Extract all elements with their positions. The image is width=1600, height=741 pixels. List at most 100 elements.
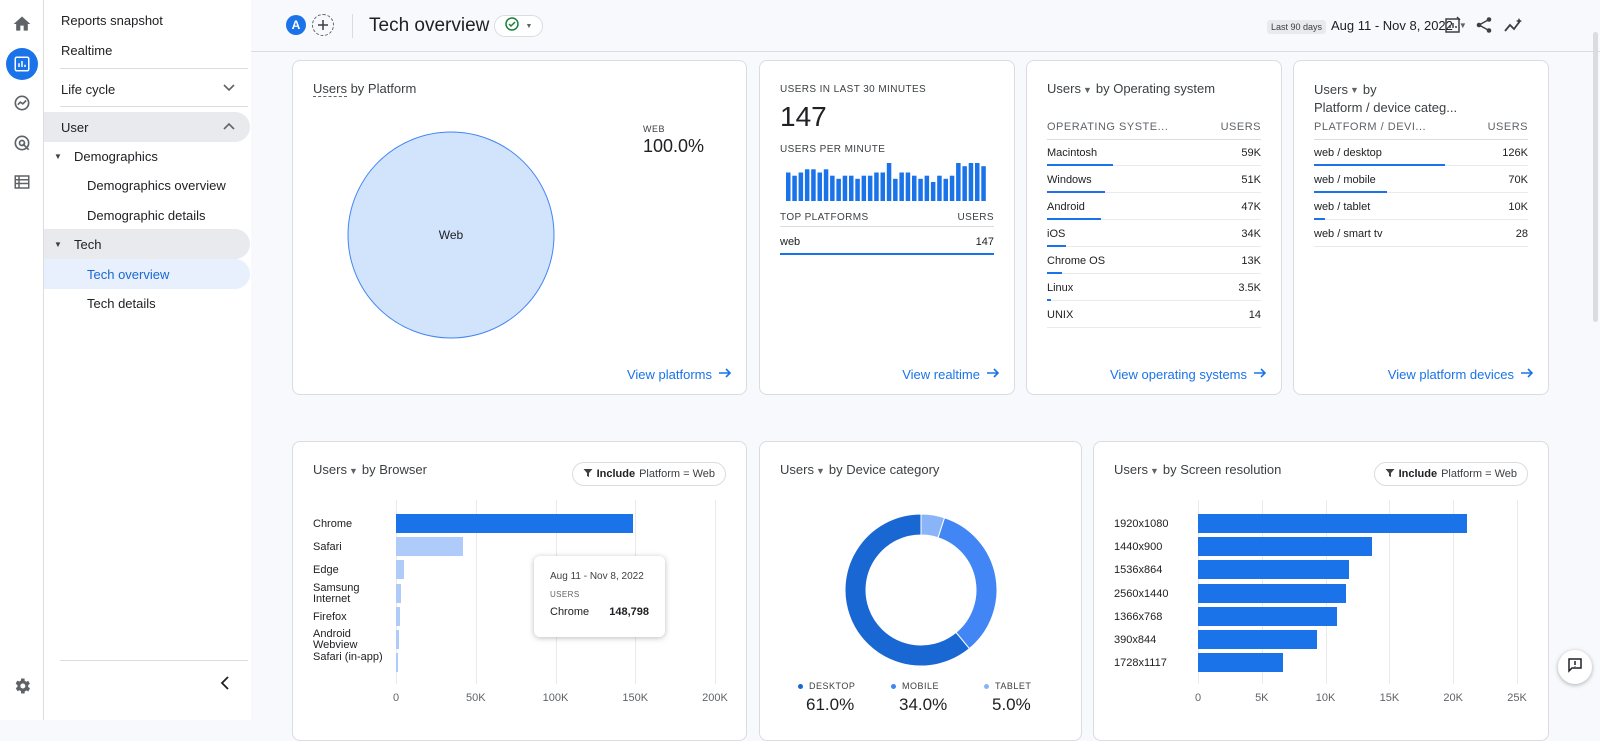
nav-reports-snapshot[interactable]: Reports snapshot — [61, 12, 163, 28]
nav-life-cycle[interactable]: Life cycle — [61, 74, 249, 104]
table-row[interactable]: iOS 34K — [1047, 221, 1261, 247]
minute-bar[interactable] — [962, 166, 967, 201]
reports-icon[interactable] — [6, 48, 38, 80]
minute-bar[interactable] — [930, 182, 936, 201]
caret-down-icon[interactable]: ▼ — [1349, 85, 1359, 96]
nav-tech-details[interactable]: Tech details — [87, 295, 156, 311]
minute-bar[interactable] — [912, 175, 917, 201]
configure-list-icon[interactable] — [6, 166, 38, 198]
bar[interactable] — [1198, 537, 1372, 557]
minute-bar[interactable] — [830, 175, 835, 201]
date-range-picker[interactable]: Aug 11 - Nov 8, 2022 ▼ — [1331, 18, 1467, 33]
minute-bar[interactable] — [886, 163, 892, 201]
users-metric-dropdown[interactable]: Users — [780, 462, 814, 477]
insights-icon[interactable] — [1504, 16, 1524, 39]
users-metric-dropdown[interactable]: Users — [1047, 81, 1081, 96]
minute-bar[interactable] — [861, 175, 867, 201]
minute-bar[interactable] — [899, 172, 904, 202]
minute-bar[interactable] — [937, 175, 942, 201]
nav-tech-overview[interactable]: Tech overview — [87, 266, 170, 282]
minute-bar[interactable] — [880, 172, 886, 202]
home-icon[interactable] — [6, 8, 38, 40]
users-metric-dropdown[interactable]: Users — [1314, 82, 1348, 97]
minute-bar[interactable] — [786, 172, 791, 202]
bar[interactable] — [1198, 560, 1349, 580]
caret-down-icon[interactable]: ▼ — [1082, 84, 1092, 95]
bar[interactable] — [1198, 583, 1347, 603]
table-row[interactable]: web / smart tv 28 — [1314, 221, 1528, 247]
share-icon[interactable] — [1475, 16, 1493, 39]
page-scrollbar[interactable] — [1593, 32, 1598, 322]
advertising-icon[interactable] — [6, 127, 38, 159]
minute-bar[interactable] — [811, 169, 816, 201]
bar[interactable] — [396, 514, 634, 533]
minute-bar[interactable] — [798, 172, 804, 202]
minute-bar[interactable] — [918, 178, 923, 201]
table-row[interactable]: web / mobile 70K — [1314, 167, 1528, 193]
caret-down-icon[interactable]: ▼ — [815, 465, 825, 476]
platform-filter-chip[interactable]: Include Platform = Web — [1373, 462, 1528, 486]
minute-bar[interactable] — [855, 178, 860, 201]
users-metric-dropdown[interactable]: Users — [1114, 462, 1148, 477]
nav-user[interactable]: User — [61, 112, 249, 142]
donut-slice-desktop[interactable] — [844, 513, 971, 667]
add-comparison-plus-icon[interactable] — [312, 14, 334, 36]
report-status-dropdown[interactable]: ▼ — [494, 15, 543, 37]
table-row[interactable]: UNIX 14 — [1047, 302, 1261, 328]
users-metric-dropdown[interactable]: Users — [313, 462, 347, 477]
feedback-button[interactable] — [1558, 650, 1592, 684]
table-row[interactable]: Linux 3.5K — [1047, 275, 1261, 301]
table-row[interactable]: Windows 51K — [1047, 167, 1261, 193]
minute-bar[interactable] — [817, 172, 823, 202]
bar[interactable] — [1198, 630, 1317, 649]
minute-bar[interactable] — [836, 178, 841, 201]
platform-filter-chip[interactable]: Include Platform = Web — [571, 462, 726, 486]
explore-icon[interactable] — [6, 87, 38, 119]
minute-bar[interactable] — [924, 175, 930, 201]
bar[interactable] — [396, 606, 400, 626]
minute-bar[interactable] — [893, 178, 898, 201]
table-row[interactable]: web / tablet 10K — [1314, 194, 1528, 220]
settings-gear-icon[interactable] — [6, 670, 38, 702]
bar[interactable] — [1198, 606, 1338, 626]
minute-bar[interactable] — [792, 175, 797, 201]
table-row[interactable]: Android 47K — [1047, 194, 1261, 220]
bar[interactable] — [396, 583, 401, 603]
view-realtime-link[interactable]: View realtime — [902, 367, 1000, 382]
bar[interactable] — [1198, 514, 1468, 533]
nav-demographic-details[interactable]: Demographic details — [87, 207, 206, 223]
minute-bar[interactable] — [975, 163, 980, 201]
minute-bar[interactable] — [968, 163, 974, 201]
caret-down-icon[interactable]: ▼ — [1149, 465, 1159, 476]
minute-bar[interactable] — [981, 166, 986, 201]
minute-bar[interactable] — [874, 172, 879, 202]
nav-realtime[interactable]: Realtime — [61, 42, 113, 58]
users-metric-label[interactable]: Users — [313, 81, 347, 97]
pie-slice-web[interactable] — [347, 131, 555, 339]
table-row[interactable]: Macintosh 59K — [1047, 140, 1261, 166]
table-row[interactable]: web / desktop 126K — [1314, 140, 1528, 166]
nav-demographics[interactable]: ▼ Demographics — [54, 141, 158, 171]
nav-tech[interactable]: ▼ Tech — [54, 229, 101, 259]
minute-bar[interactable] — [867, 175, 873, 201]
minute-bar[interactable] — [804, 169, 810, 201]
bar[interactable] — [396, 560, 404, 580]
minute-bar[interactable] — [842, 175, 848, 201]
bar[interactable] — [396, 653, 398, 673]
minute-bar[interactable] — [905, 172, 911, 202]
minute-bar[interactable] — [823, 169, 829, 201]
minute-bar[interactable] — [849, 175, 854, 201]
table-row[interactable]: web 147 — [780, 229, 994, 255]
collapse-nav-chevron-left-icon[interactable] — [220, 676, 230, 695]
caret-down-icon[interactable]: ▼ — [348, 465, 358, 476]
minute-bar[interactable] — [956, 163, 961, 201]
comparison-avatar[interactable]: A — [286, 15, 306, 35]
bar[interactable] — [396, 630, 400, 649]
customize-report-icon[interactable] — [1444, 16, 1462, 39]
table-row[interactable]: Chrome OS 13K — [1047, 248, 1261, 274]
bar[interactable] — [396, 537, 463, 557]
donut-slice-tablet[interactable] — [920, 513, 946, 539]
view-platform-devices-link[interactable]: View platform devices — [1388, 367, 1534, 382]
minute-bar[interactable] — [943, 178, 949, 201]
view-platforms-link[interactable]: View platforms — [627, 367, 732, 382]
